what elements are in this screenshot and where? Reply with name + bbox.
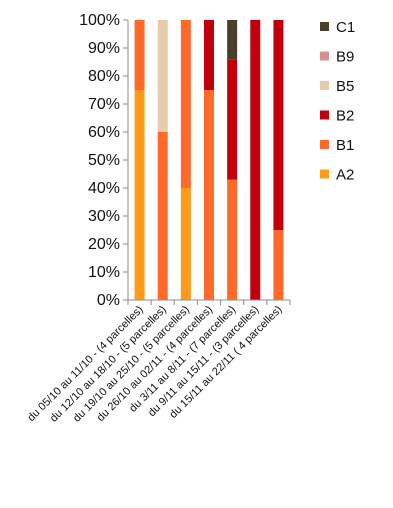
y-tick-label: 90%	[88, 40, 120, 57]
bar-segment-b1-4	[204, 90, 214, 300]
bar-segment-b1-1	[134, 20, 145, 90]
bar-segment-a2-3	[180, 188, 191, 300]
bar-segment-b1-5	[227, 179, 238, 300]
legend-swatch-b9	[320, 51, 329, 61]
legend-label-c1: C1	[336, 19, 355, 36]
legend-label-b5: B5	[336, 78, 354, 95]
y-tick-label: 70%	[88, 96, 120, 113]
bars-layer	[134, 20, 284, 300]
y-tick-label: 60%	[88, 124, 120, 141]
bar-segment-c1-5	[227, 20, 238, 60]
legend-label-a2: A2	[336, 167, 354, 184]
bar-segment-b2-4	[204, 20, 214, 90]
y-tick-label: 80%	[88, 68, 120, 85]
bar-segment-b1-2	[157, 132, 168, 300]
x-category-labels: du 05/10 au 11/10 - (4 parcelles)du 12/1…	[25, 304, 284, 425]
y-tick-label: 50%	[88, 152, 120, 169]
bar-segment-b2-5	[227, 59, 238, 180]
legend-swatch-b2	[320, 110, 329, 120]
legend-label-b2: B2	[336, 108, 354, 125]
legend-swatch-c1	[320, 22, 329, 31]
legend-swatch-b1	[320, 140, 329, 149]
legend-label-b1: B1	[336, 137, 354, 154]
y-tick-label: 0%	[97, 292, 120, 309]
legend-label-b9: B9	[336, 49, 354, 66]
y-tick-label: 20%	[88, 236, 120, 253]
axes-layer	[123, 19, 291, 305]
y-tick-label: 30%	[88, 208, 120, 225]
y-tick-label: 100%	[79, 12, 120, 29]
legend-swatch-b5	[320, 81, 329, 90]
bar-segment-b5-2	[157, 20, 168, 132]
bar-segment-b1-7	[273, 230, 284, 300]
legend: C1 B9 B5 B2 B1 A2	[320, 19, 355, 184]
y-tick-label: 10%	[88, 264, 120, 281]
bar-segment-b2-7	[273, 20, 284, 230]
bar-segment-b1-3	[180, 20, 191, 188]
bar-segment-a2-1	[134, 90, 145, 300]
y-tick-labels: 0% 10% 20% 30% 40% 50% 60% 70% 80% 90% 100%	[79, 12, 120, 309]
legend-swatch-a2	[320, 169, 329, 179]
y-tick-label: 40%	[88, 180, 120, 197]
bar-segment-b2-6	[250, 20, 261, 300]
